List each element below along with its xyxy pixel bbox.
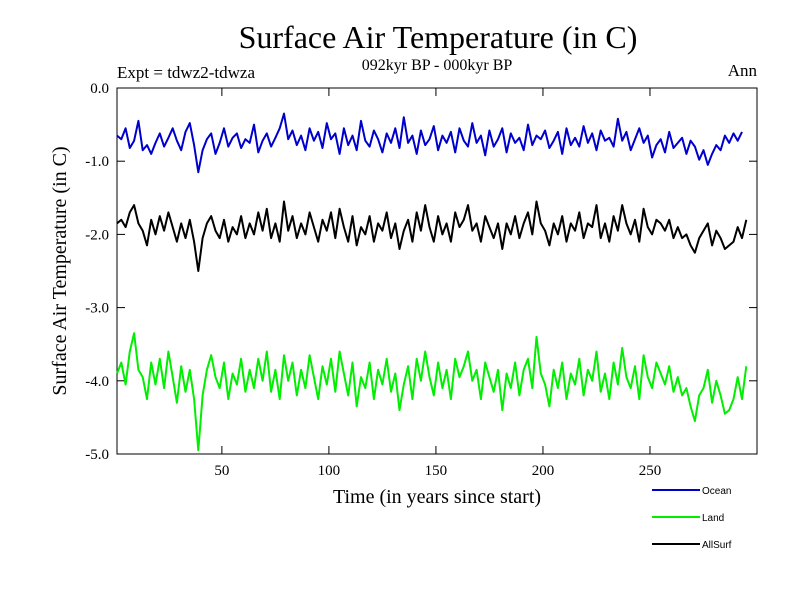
x-axis: 50 100 150 200 250	[214, 88, 661, 479]
x-axis-label: Time (in years since start)	[333, 486, 541, 508]
y-tick-label: -5.0	[85, 447, 109, 463]
series-line-land	[116, 332, 748, 452]
y-tick-label: -2.0	[85, 227, 109, 243]
x-tick-label: 50	[214, 463, 229, 479]
y-tick-label: 0.0	[90, 81, 109, 97]
legend: Ocean Land AllSurf	[652, 486, 732, 551]
y-tick-label: -3.0	[85, 301, 109, 317]
x-tick-label: 250	[639, 463, 662, 479]
x-tick-label: 100	[318, 463, 341, 479]
chart-subtitle: 092kyr BP - 000kyr BP	[362, 57, 513, 74]
series-lines	[116, 112, 748, 452]
series-line-ocean	[116, 112, 743, 174]
x-tick-label: 200	[532, 463, 555, 479]
legend-label-land: Land	[702, 513, 724, 524]
legend-label-allsurf: AllSurf	[702, 540, 732, 551]
chart-title: Surface Air Temperature (in C)	[239, 19, 638, 55]
legend-label-ocean: Ocean	[702, 486, 731, 497]
season-label: Ann	[728, 61, 758, 80]
y-tick-label: -1.0	[85, 154, 109, 170]
y-axis-label: Surface Air Temperature (in C)	[49, 146, 71, 395]
expt-label: Expt = tdwz2-tdwza	[117, 63, 255, 82]
x-tick-label: 150	[425, 463, 448, 479]
series-line-allsurf	[116, 200, 748, 272]
y-axis: 0.0 -1.0 -2.0 -3.0 -4.0 -5.0	[85, 81, 757, 463]
plot-frame	[116, 87, 758, 455]
y-tick-label: -4.0	[85, 374, 109, 390]
